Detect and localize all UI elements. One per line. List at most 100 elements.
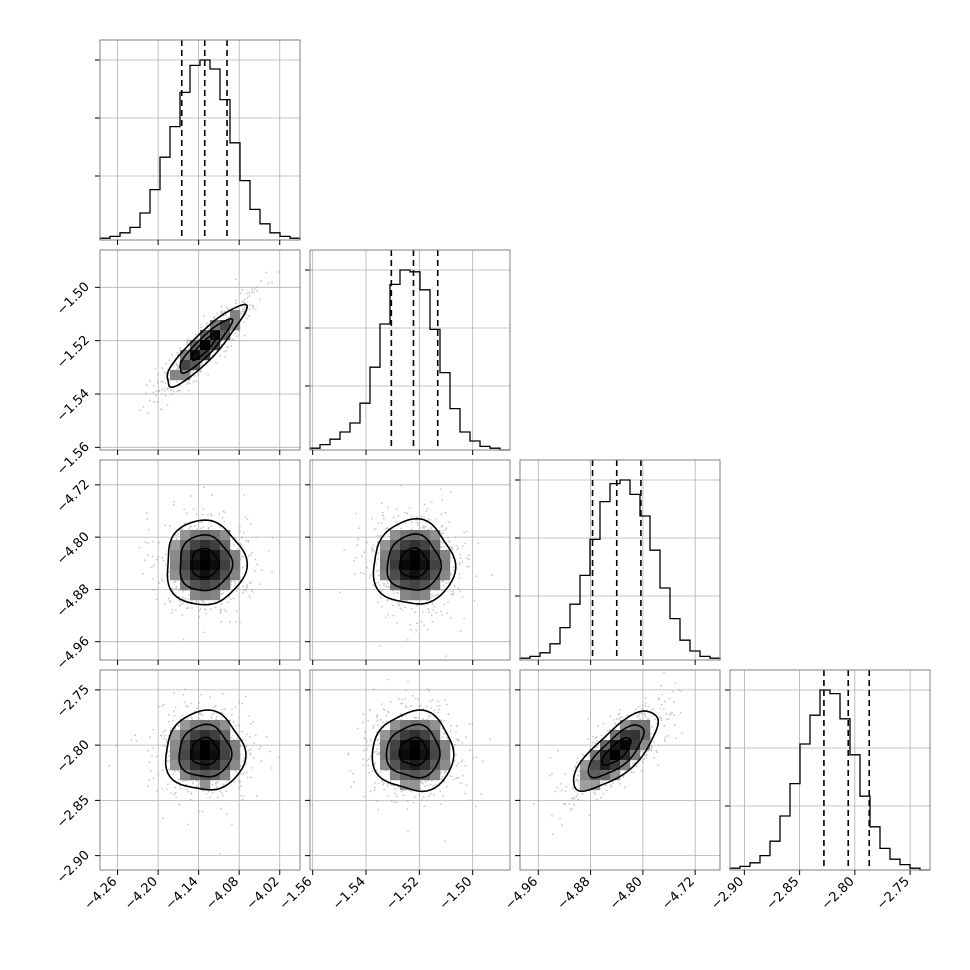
sample-point — [252, 756, 255, 759]
sample-point — [576, 793, 579, 796]
sample-point — [423, 624, 425, 627]
contour-line — [179, 318, 234, 375]
sample-point — [463, 617, 465, 620]
sample-point — [430, 527, 433, 529]
sample-point — [445, 527, 448, 529]
sample-point — [242, 760, 245, 762]
sample-point — [202, 601, 205, 603]
density-pixel — [430, 720, 441, 731]
sample-point — [458, 576, 461, 579]
sample-point — [642, 761, 644, 763]
sample-point — [202, 790, 205, 792]
density-pixel — [190, 560, 201, 571]
panel-frame — [309, 249, 511, 451]
sample-point — [660, 703, 663, 706]
sample-point — [185, 383, 188, 385]
sample-point — [231, 713, 233, 716]
sample-point — [591, 741, 594, 744]
density-pixel — [220, 550, 231, 561]
density-pixel — [230, 570, 241, 581]
sample-point — [178, 347, 181, 349]
sample-point — [467, 558, 470, 561]
sample-point — [251, 590, 254, 593]
sample-point — [160, 389, 163, 391]
density-pixel — [190, 590, 201, 601]
sample-point — [198, 702, 200, 704]
sample-point — [185, 705, 188, 707]
sample-point — [444, 511, 447, 514]
sample-point — [388, 711, 390, 714]
density-pixel — [410, 740, 421, 751]
density-pixel — [220, 730, 231, 741]
sample-point — [378, 569, 381, 572]
sample-point — [270, 767, 273, 769]
sample-point — [366, 541, 369, 544]
sample-point — [151, 755, 153, 757]
sample-point — [226, 813, 228, 815]
sample-point — [159, 734, 162, 737]
sample-point — [214, 606, 217, 609]
sample-point — [442, 532, 445, 535]
sample-point — [191, 371, 194, 374]
sample-point — [146, 554, 149, 557]
density-pixel — [440, 750, 451, 761]
sample-point — [134, 734, 137, 737]
sample-point — [201, 810, 204, 813]
sample-point — [163, 734, 166, 737]
sample-point — [428, 611, 431, 614]
density-pixel — [410, 590, 421, 601]
sample-point — [680, 732, 683, 735]
sample-point — [416, 516, 418, 518]
sample-point — [386, 710, 389, 713]
sample-point — [249, 304, 252, 306]
sample-point — [660, 719, 663, 722]
sample-point — [375, 750, 378, 753]
sample-point — [386, 527, 388, 529]
x-tick-label: −4.02 — [244, 874, 283, 913]
sample-point — [424, 521, 427, 523]
sample-point — [267, 282, 270, 285]
density-pixel — [430, 740, 441, 751]
sample-point — [219, 608, 222, 611]
density-pixel — [200, 550, 211, 561]
sample-point — [248, 715, 251, 717]
sample-point — [441, 736, 444, 738]
sample-point — [182, 590, 185, 592]
density-pixel — [380, 550, 391, 561]
sample-point — [430, 593, 433, 596]
sample-point — [190, 716, 193, 718]
sample-point — [164, 390, 166, 392]
density-pixel — [190, 580, 201, 591]
sample-point — [233, 584, 236, 586]
sample-point — [451, 593, 454, 596]
sample-point — [220, 603, 223, 605]
sample-point — [410, 628, 412, 631]
sample-point — [424, 780, 427, 783]
density-pixel — [230, 550, 241, 561]
sample-point — [646, 749, 649, 752]
density-pixel — [400, 560, 411, 571]
sample-point — [192, 782, 194, 784]
sample-point — [370, 517, 373, 520]
sample-point — [189, 495, 192, 497]
sample-point — [245, 762, 248, 765]
sample-point — [237, 724, 239, 726]
contour-line — [372, 517, 457, 605]
sample-point — [438, 708, 440, 711]
sample-point — [564, 773, 567, 776]
sample-point — [473, 599, 476, 602]
sample-point — [573, 803, 575, 806]
sample-point — [577, 798, 580, 801]
sample-point — [442, 795, 445, 797]
density-pixel — [400, 760, 411, 771]
sample-point — [407, 800, 409, 803]
sample-point — [234, 781, 236, 783]
density-pixel — [430, 570, 441, 581]
density-pixel — [220, 740, 231, 751]
density-pixel — [200, 770, 211, 781]
sample-point — [243, 494, 246, 496]
density-pixel — [230, 320, 241, 331]
x-tick-label: −1.50 — [437, 874, 476, 913]
sample-point — [452, 592, 455, 595]
sample-point — [225, 610, 228, 613]
